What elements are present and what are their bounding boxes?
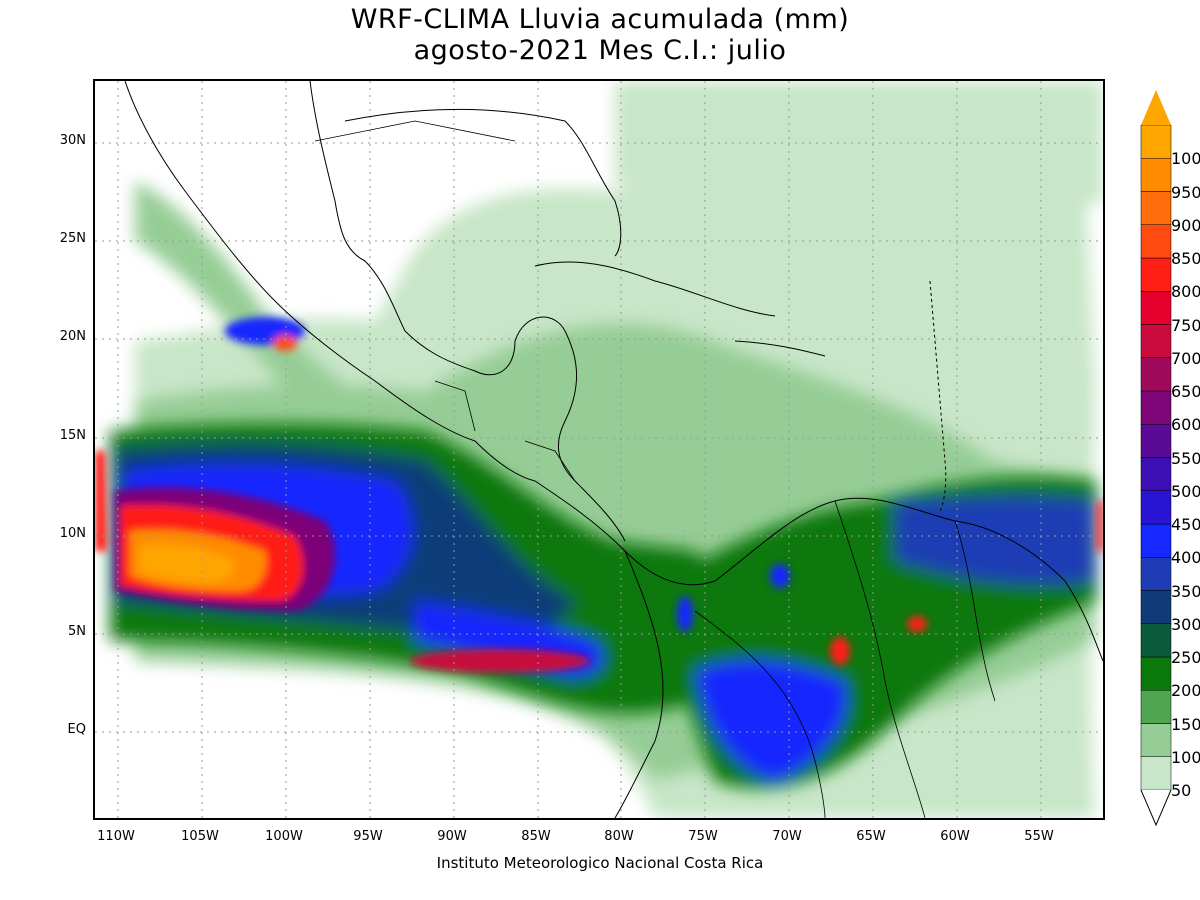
graticule: [95, 81, 1103, 818]
rain-field-max: [95, 317, 1103, 673]
colorbar-swatch-100: [1140, 723, 1172, 757]
colorbar-label-850: 850: [1171, 249, 1200, 268]
colorbar-swatch-500: [1140, 457, 1172, 491]
lon-label-80w: 80W: [604, 829, 634, 844]
colorbar-swatch-600: [1140, 390, 1172, 425]
colorbar-swatch-750: [1140, 291, 1172, 325]
colorbar-label-300: 300: [1171, 614, 1200, 634]
colorbar-swatch-900: [1140, 191, 1172, 225]
lat-label-10n: 10N: [59, 526, 86, 541]
colorbar-label-750: 750: [1171, 315, 1200, 335]
colorbar-label-500: 500: [1171, 481, 1200, 501]
lat-label-25n: 25N: [59, 231, 86, 246]
lat-label-15n: 15N: [59, 428, 86, 443]
colorbar-label-100: 100: [1171, 747, 1200, 767]
lon-label-75w: 75W: [688, 829, 718, 844]
colorbar-label-150: 150: [1171, 714, 1200, 734]
lon-label-55w: 55W: [1024, 829, 1054, 844]
colorbar-swatch-350: [1140, 557, 1172, 591]
colorbar-label-600: 600: [1171, 415, 1200, 435]
lon-label-110w: 110W: [97, 829, 135, 844]
lon-label-100w: 100W: [265, 829, 303, 844]
lat-label-20n: 20N: [59, 329, 86, 344]
colorbar-label-400: 400: [1171, 548, 1200, 568]
colorbar-swatch-250: [1140, 623, 1172, 658]
colorbar-label-650: 650: [1171, 382, 1200, 401]
colorbar-max-arrow: [1141, 90, 1171, 125]
colorbar-label-250: 250: [1171, 648, 1200, 667]
colorbar: [1140, 90, 1172, 827]
country-borders: [314, 120, 996, 818]
title-line-2: agosto-2021 Mes C.I.: julio: [413, 35, 787, 66]
lat-label-eq: EQ: [67, 722, 86, 737]
colorbar-swatch-950: [1140, 158, 1172, 192]
lat-label-30n: 30N: [59, 133, 86, 148]
colorbar-swatch-650: [1140, 357, 1172, 392]
colorbar-label-550: 550: [1171, 448, 1200, 468]
colorbar-swatch-450: [1140, 490, 1172, 525]
colorbar-label-50: 50: [1171, 781, 1192, 800]
lon-label-105w: 105W: [181, 829, 219, 844]
colorbar-label-900: 900: [1171, 215, 1200, 235]
colorbar-swatch-1000: [1140, 124, 1172, 159]
colorbar-label-1000: 1000: [1171, 149, 1200, 169]
lon-label-95w: 95W: [353, 829, 383, 844]
precipitation-map: [93, 79, 1105, 820]
colorbar-label-800: 800: [1171, 282, 1200, 302]
colorbar-swatch-200: [1140, 656, 1172, 691]
lon-label-65w: 65W: [856, 829, 886, 844]
colorbar-swatch-700: [1140, 324, 1172, 358]
colorbar-label-700: 700: [1171, 348, 1200, 368]
colorbar-swatch-550: [1140, 424, 1172, 458]
credit-text: Instituto Meteorologico Nacional Costa R…: [436, 854, 764, 872]
colorbar-swatch-300: [1140, 590, 1172, 624]
colorbar-swatch-150: [1140, 690, 1172, 724]
lat-label-5n: 5N: [68, 624, 86, 639]
colorbar-label-450: 450: [1171, 515, 1200, 534]
lon-label-85w: 85W: [521, 829, 551, 844]
colorbar-label-350: 350: [1171, 581, 1200, 601]
lon-label-70w: 70W: [772, 829, 802, 844]
colorbar-swatch-800: [1140, 257, 1172, 292]
colorbar-swatch-850: [1140, 224, 1172, 259]
colorbar-swatch-50: [1140, 756, 1172, 791]
coastlines: [124, 81, 1103, 818]
lon-label-90w: 90W: [437, 829, 467, 844]
colorbar-swatch-400: [1140, 523, 1172, 558]
lon-label-60w: 60W: [940, 829, 970, 844]
colorbar-label-200: 200: [1171, 681, 1200, 701]
colorbar-label-950: 950: [1171, 182, 1200, 202]
colorbar-min-arrow: [1140, 789, 1172, 827]
title-line-1: WRF-CLIMA Lluvia acumulada (mm): [350, 4, 850, 35]
